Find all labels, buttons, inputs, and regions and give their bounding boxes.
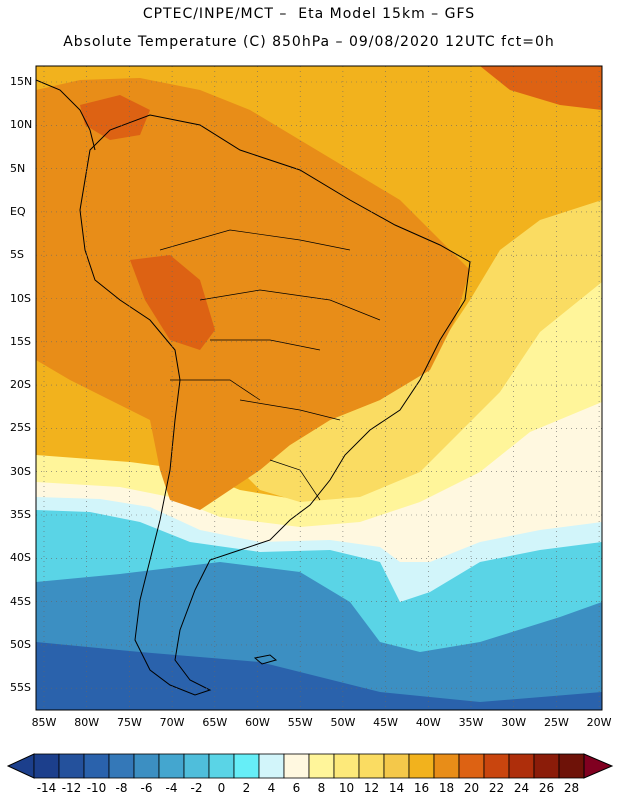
title-line-1: CPTEC/INPE/MCT – Eta Model 15km – GFS bbox=[142, 6, 476, 22]
falklands bbox=[253, 654, 278, 665]
colorbar-swatch bbox=[358, 753, 385, 779]
colorbar-label: 4 bbox=[267, 781, 276, 795]
colorbar bbox=[6, 753, 614, 779]
colorbar-label: 0 bbox=[217, 781, 226, 795]
lon-label: 30W bbox=[501, 716, 527, 729]
lat-label: 5S bbox=[10, 248, 24, 262]
colorbar-label: -4 bbox=[165, 781, 178, 795]
lat-label: 10N bbox=[10, 118, 33, 132]
colorbar-label: -2 bbox=[190, 781, 203, 795]
colorbar-swatch bbox=[458, 753, 485, 779]
colorbar-label: 8 bbox=[317, 781, 326, 795]
lat-label: 20S bbox=[10, 378, 31, 392]
colorbar-label: -12 bbox=[61, 781, 82, 795]
field-hot-core-andes bbox=[130, 255, 215, 350]
lat-label: 50S bbox=[10, 637, 31, 651]
colorbar-label: 24 bbox=[513, 781, 530, 795]
field-cold-blue bbox=[36, 560, 602, 702]
colorbar-swatch bbox=[33, 753, 60, 779]
colorbar-swatch bbox=[108, 753, 135, 779]
lat-label: 40S bbox=[10, 551, 31, 565]
colorbar-swatch bbox=[383, 753, 410, 779]
map-frame bbox=[35, 65, 603, 711]
lon-label: 40W bbox=[415, 716, 441, 729]
colorbar-swatch bbox=[333, 753, 360, 779]
field-cold-cyan bbox=[36, 508, 602, 652]
colorbar-label: 10 bbox=[338, 781, 355, 795]
colorbar-label: -14 bbox=[36, 781, 57, 795]
colorbar-label: 18 bbox=[438, 781, 455, 795]
central-america-coast bbox=[35, 79, 96, 151]
lon-label: 70W bbox=[159, 716, 185, 729]
colorbar-swatch bbox=[433, 753, 460, 779]
colorbar-label: 6 bbox=[292, 781, 301, 795]
colorbar-swatch bbox=[208, 753, 235, 779]
lon-label: 80W bbox=[74, 716, 100, 729]
lon-label: 35W bbox=[458, 716, 484, 729]
field-frontal-band bbox=[36, 400, 602, 562]
colorbar-label: 20 bbox=[463, 781, 480, 795]
field-subtropical-pale bbox=[36, 280, 602, 527]
colorbar-swatch bbox=[283, 753, 310, 779]
lon-label: 50W bbox=[330, 716, 356, 729]
field-light-cyan bbox=[36, 495, 602, 602]
south-america-coast bbox=[79, 114, 471, 696]
lat-label: 15S bbox=[10, 334, 31, 348]
colorbar-label: 12 bbox=[363, 781, 380, 795]
temperature-fields bbox=[36, 66, 602, 710]
colorbar-left-arrow bbox=[6, 753, 35, 779]
colorbar-label: 28 bbox=[563, 781, 580, 795]
colorbar-label: 16 bbox=[413, 781, 430, 795]
colorbar-label: -6 bbox=[140, 781, 153, 795]
colorbar-swatch bbox=[408, 753, 435, 779]
title-line-2: Absolute Temperature (C) 850hPa – 09/08/… bbox=[63, 34, 555, 50]
colorbar-label: -8 bbox=[115, 781, 128, 795]
lat-label: 10S bbox=[10, 291, 31, 305]
colorbar-label: 14 bbox=[388, 781, 405, 795]
lat-label: 45S bbox=[10, 594, 31, 608]
colorbar-swatch bbox=[483, 753, 510, 779]
lon-label: 20W bbox=[586, 716, 612, 729]
lon-label: 45W bbox=[373, 716, 399, 729]
field-continent bbox=[36, 78, 470, 510]
colorbar-swatch bbox=[58, 753, 85, 779]
lat-label: 30S bbox=[10, 464, 31, 478]
colorbar-swatch bbox=[508, 753, 535, 779]
lat-label: 55S bbox=[10, 681, 31, 695]
colorbar-swatch bbox=[183, 753, 210, 779]
lat-label: 5N bbox=[10, 161, 26, 175]
colorbar-swatch bbox=[308, 753, 335, 779]
lon-label: 75W bbox=[116, 716, 142, 729]
colorbar-swatch bbox=[558, 753, 585, 779]
colorbar-label: 26 bbox=[538, 781, 555, 795]
coastlines bbox=[35, 79, 471, 696]
colorbar-label: 22 bbox=[488, 781, 505, 795]
lat-label: 15N bbox=[10, 75, 33, 88]
field-hot-core-ne bbox=[480, 66, 602, 110]
colorbar-swatch bbox=[258, 753, 285, 779]
lon-label: 65W bbox=[202, 716, 228, 729]
lat-label: 25S bbox=[10, 421, 31, 435]
lon-label: 55W bbox=[287, 716, 313, 729]
colorbar-label: 2 bbox=[242, 781, 251, 795]
colorbar-swatch bbox=[158, 753, 185, 779]
field-atlantic-warm bbox=[240, 200, 602, 502]
lat-label: EQ bbox=[10, 204, 26, 218]
lat-label: 35S bbox=[10, 508, 31, 521]
colorbar-swatch bbox=[233, 753, 260, 779]
colorbar-right-arrow bbox=[583, 753, 614, 779]
field-hot-core bbox=[80, 95, 150, 140]
country-borders bbox=[159, 229, 381, 501]
colorbar-swatch bbox=[533, 753, 560, 779]
lon-label: 85W bbox=[31, 716, 57, 729]
lon-label: 60W bbox=[245, 716, 270, 729]
colorbar-swatch bbox=[133, 753, 160, 779]
lon-label: 25W bbox=[543, 716, 569, 729]
colorbar-swatch bbox=[83, 753, 110, 779]
colorbar-label: -10 bbox=[86, 781, 107, 795]
